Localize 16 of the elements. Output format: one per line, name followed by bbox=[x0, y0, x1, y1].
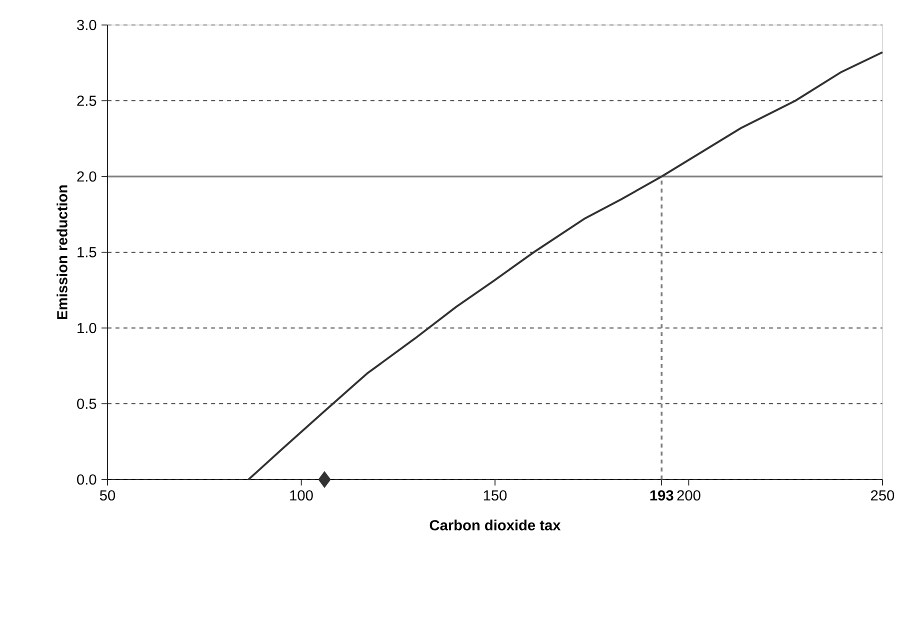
x-tick-label: 50 bbox=[100, 490, 116, 501]
x-tick-label: 150 bbox=[484, 490, 507, 501]
y-tick-label: 1.0 bbox=[78, 322, 96, 334]
y-tick-label: 1.5 bbox=[78, 247, 96, 258]
y-tick-label: 0.5 bbox=[77, 398, 96, 409]
line-series bbox=[248, 51, 884, 480]
y-tick-label: 0.0 bbox=[77, 474, 96, 485]
x-tick-label: 200 bbox=[677, 490, 700, 501]
y-tick-label: 2.5 bbox=[77, 96, 96, 106]
x-tick-label: 193 bbox=[650, 490, 674, 501]
y-axis-title: Emission reduction bbox=[56, 185, 68, 320]
x-tick-label: 250 bbox=[871, 490, 894, 501]
y-tick-label: 2.0 bbox=[77, 171, 96, 182]
y-tick-label: 3.0 bbox=[77, 20, 96, 30]
x-axis-title: Carbon dioxide tax bbox=[430, 520, 561, 530]
x-tick-label: 100 bbox=[290, 490, 313, 501]
